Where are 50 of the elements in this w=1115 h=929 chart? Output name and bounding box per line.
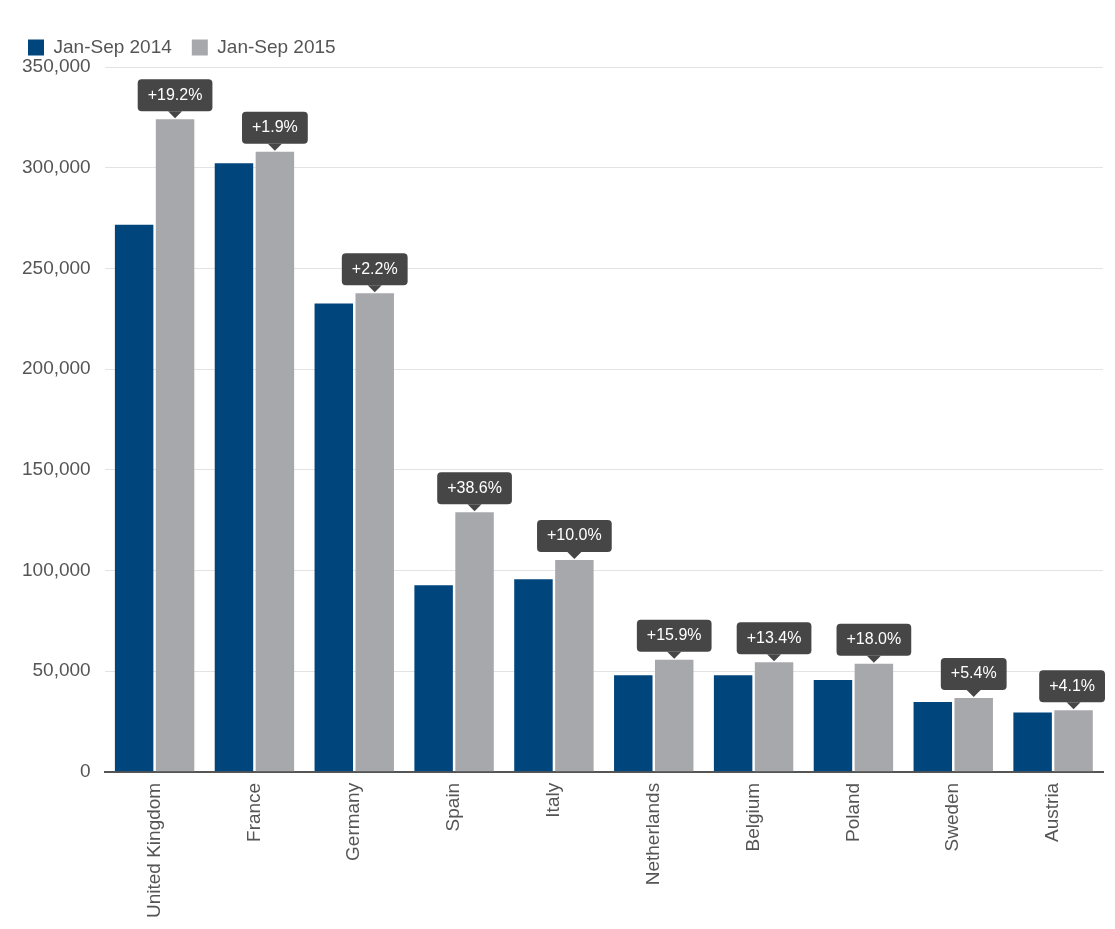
bar	[813, 679, 853, 772]
y-tick-label: 0	[80, 760, 91, 782]
bar	[355, 293, 394, 772]
x-tick-label: France	[242, 782, 264, 842]
x-tick-label: Austria	[1041, 782, 1063, 842]
annotation: +10.0%	[547, 526, 602, 544]
annotation: +2.2%	[351, 259, 398, 277]
bar	[954, 697, 993, 772]
x-tick-label: Poland	[841, 782, 863, 842]
x-tick-label: Netherlands	[641, 782, 663, 886]
x-tick-label: United Kingdom	[142, 782, 164, 919]
bar	[514, 579, 553, 772]
bar	[713, 675, 753, 772]
bar	[314, 303, 354, 772]
y-tick-label: 200,000	[21, 357, 91, 379]
x-tick-label: Spain	[442, 782, 464, 832]
annotation: +15.9%	[646, 626, 702, 644]
x-tick-label: Belgium	[741, 782, 763, 852]
x-tick-label: Italy	[542, 782, 564, 818]
annotation: +1.9%	[251, 118, 298, 136]
annotation: +5.4%	[950, 664, 997, 682]
bar	[1054, 710, 1093, 772]
annotation: +13.4%	[746, 628, 802, 646]
annotation: +19.2%	[147, 85, 203, 103]
y-tick-label: 350,000	[21, 55, 91, 77]
x-tick-label: Germany	[342, 782, 364, 861]
y-tick-label: 250,000	[21, 256, 91, 278]
bar	[854, 663, 894, 772]
annotation: +4.1%	[1049, 676, 1095, 694]
bar	[913, 701, 953, 772]
annotation: +18.0%	[846, 630, 902, 648]
legend-label: Jan-Sep 2014	[53, 35, 173, 57]
bar	[614, 675, 653, 772]
y-tick-label: 100,000	[21, 558, 91, 580]
bar	[455, 512, 494, 772]
bar	[414, 585, 453, 772]
bar	[155, 119, 195, 772]
y-tick-label: 50,000	[32, 659, 91, 681]
legend-label: Jan-Sep 2015	[217, 35, 336, 57]
bar	[114, 224, 154, 772]
bar	[555, 559, 594, 772]
annotation: +38.6%	[447, 478, 502, 496]
y-tick-label: 300,000	[21, 155, 91, 177]
bar	[255, 151, 295, 772]
bar	[754, 662, 794, 772]
bar	[1013, 712, 1052, 772]
y-tick-label: 150,000	[21, 457, 91, 479]
x-tick-label: Sweden	[941, 782, 963, 852]
bar	[214, 163, 254, 772]
bar	[654, 659, 694, 772]
